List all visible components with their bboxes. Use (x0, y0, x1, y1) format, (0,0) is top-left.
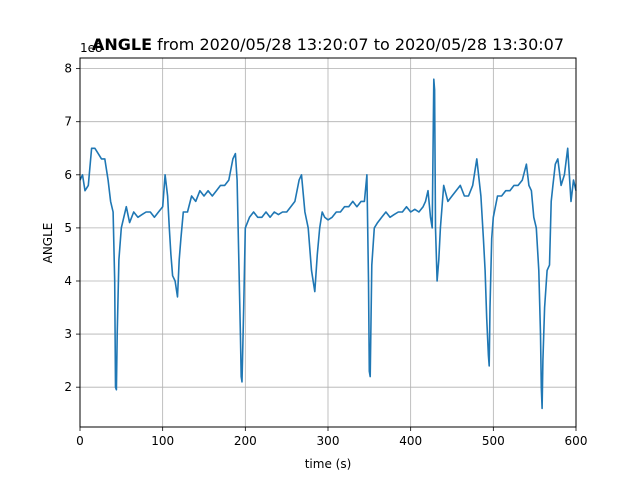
x-tick-label: 600 (565, 434, 588, 448)
y-tick-label: 7 (64, 115, 72, 129)
y-tick-label: 6 (64, 168, 72, 182)
chart-title-rest: from 2020/05/28 13:20:07 to 2020/05/28 1… (152, 35, 564, 54)
y-tick-label: 5 (64, 221, 72, 235)
y-axis-ticks: 2 3 4 5 6 7 8 (64, 62, 80, 394)
x-axis-ticks: 0 100 200 300 400 500 600 (76, 427, 587, 448)
data-line-group (79, 78, 577, 410)
angle-series-line (79, 78, 577, 410)
x-tick-label: 300 (317, 434, 340, 448)
chart-title-bold: ANGLE (92, 35, 152, 54)
x-axis-label: time (s) (305, 457, 352, 471)
grid-lines (79, 58, 577, 427)
x-tick-label: 400 (399, 434, 422, 448)
y-tick-label: 2 (64, 380, 72, 394)
y-offset-label: 1e8 (80, 41, 103, 55)
x-tick-label: 0 (76, 434, 84, 448)
y-tick-label: 8 (64, 62, 72, 76)
chart-title: ANGLE from 2020/05/28 13:20:07 to 2020/0… (92, 35, 564, 54)
y-axis-label: ANGLE (41, 223, 55, 264)
y-tick-label: 4 (64, 274, 72, 288)
x-tick-label: 200 (234, 434, 257, 448)
x-tick-label: 500 (482, 434, 505, 448)
x-tick-label: 100 (151, 434, 174, 448)
y-tick-label: 3 (64, 327, 72, 341)
